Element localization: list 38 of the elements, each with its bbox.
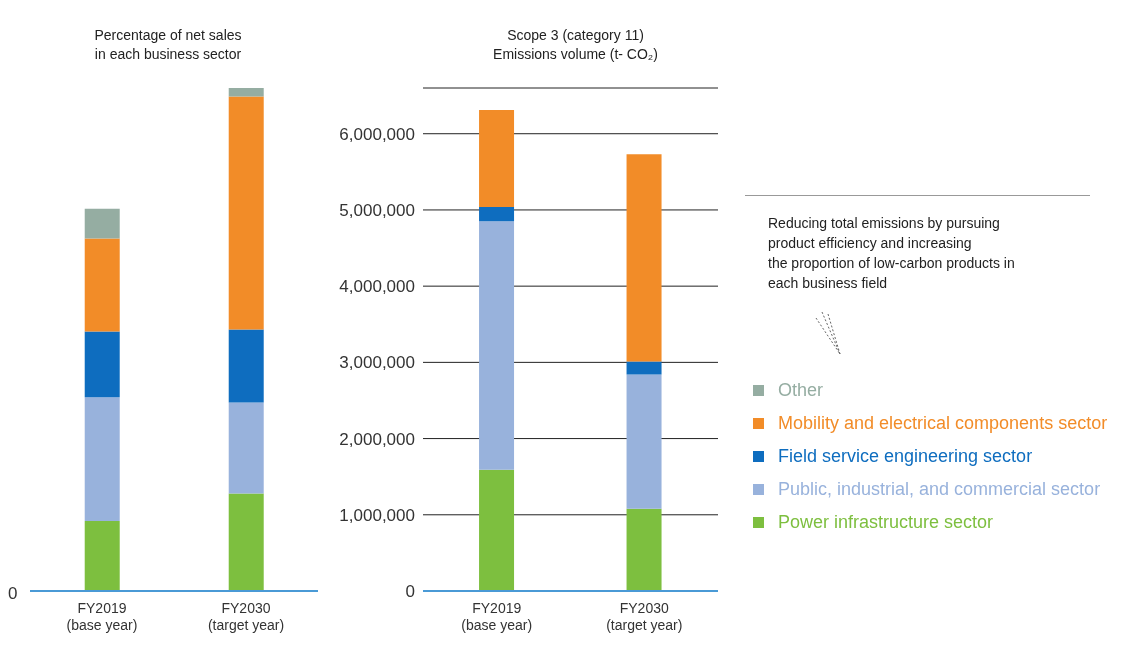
text: Reducing total emissions by pursuing product efficiency and increasing the proportion of low-carbon products in each business field bbox=[768, 214, 1015, 293]
bar bbox=[228, 96, 264, 330]
x-tick-label: FY2030 (target year) bbox=[207, 600, 285, 633]
legend-label: Public, industrial, and commercial sector bbox=[777, 478, 1102, 501]
bar bbox=[228, 88, 264, 97]
text: 0 bbox=[8, 584, 18, 604]
y-tick-label: 5,000,000 bbox=[339, 200, 415, 220]
chart-title: Percentage of net sales in each business sector bbox=[93, 26, 243, 64]
bar bbox=[479, 206, 515, 222]
bar bbox=[228, 329, 264, 403]
bar bbox=[84, 331, 120, 398]
bar bbox=[228, 402, 264, 494]
y-tick-label: 3,000,000 bbox=[339, 353, 415, 373]
y-tick-label: 6,000,000 bbox=[339, 124, 415, 144]
bar bbox=[84, 521, 120, 591]
legend-label: Field service engineering sector bbox=[777, 445, 1034, 468]
bar bbox=[84, 397, 120, 522]
y-tick-label: 2,000,000 bbox=[339, 429, 415, 449]
bar bbox=[479, 221, 515, 470]
bar bbox=[626, 154, 662, 362]
bar bbox=[228, 493, 264, 591]
x-tick-label: FY2019 (base year) bbox=[461, 600, 533, 633]
y-tick-label: 1,000,000 bbox=[339, 505, 415, 525]
y-tick-label: 0 bbox=[405, 582, 415, 602]
legend-label: Other bbox=[777, 379, 825, 402]
bar bbox=[479, 110, 515, 207]
bar bbox=[84, 208, 120, 239]
y-tick-label: 4,000,000 bbox=[339, 277, 415, 297]
x-tick-label: FY2019 (base year) bbox=[66, 600, 138, 633]
bar bbox=[479, 469, 515, 591]
bar bbox=[626, 374, 662, 509]
chart-title: Scope 3 (category 11) Emissions volume (t- CO₂) bbox=[492, 26, 659, 64]
bar bbox=[626, 361, 662, 375]
legend-label: Power infrastructure sector bbox=[777, 511, 995, 534]
bar bbox=[626, 508, 662, 591]
legend-label: Mobility and electrical components sector bbox=[777, 412, 1108, 435]
bar bbox=[84, 238, 120, 332]
x-tick-label: FY2030 (target year) bbox=[606, 600, 683, 633]
